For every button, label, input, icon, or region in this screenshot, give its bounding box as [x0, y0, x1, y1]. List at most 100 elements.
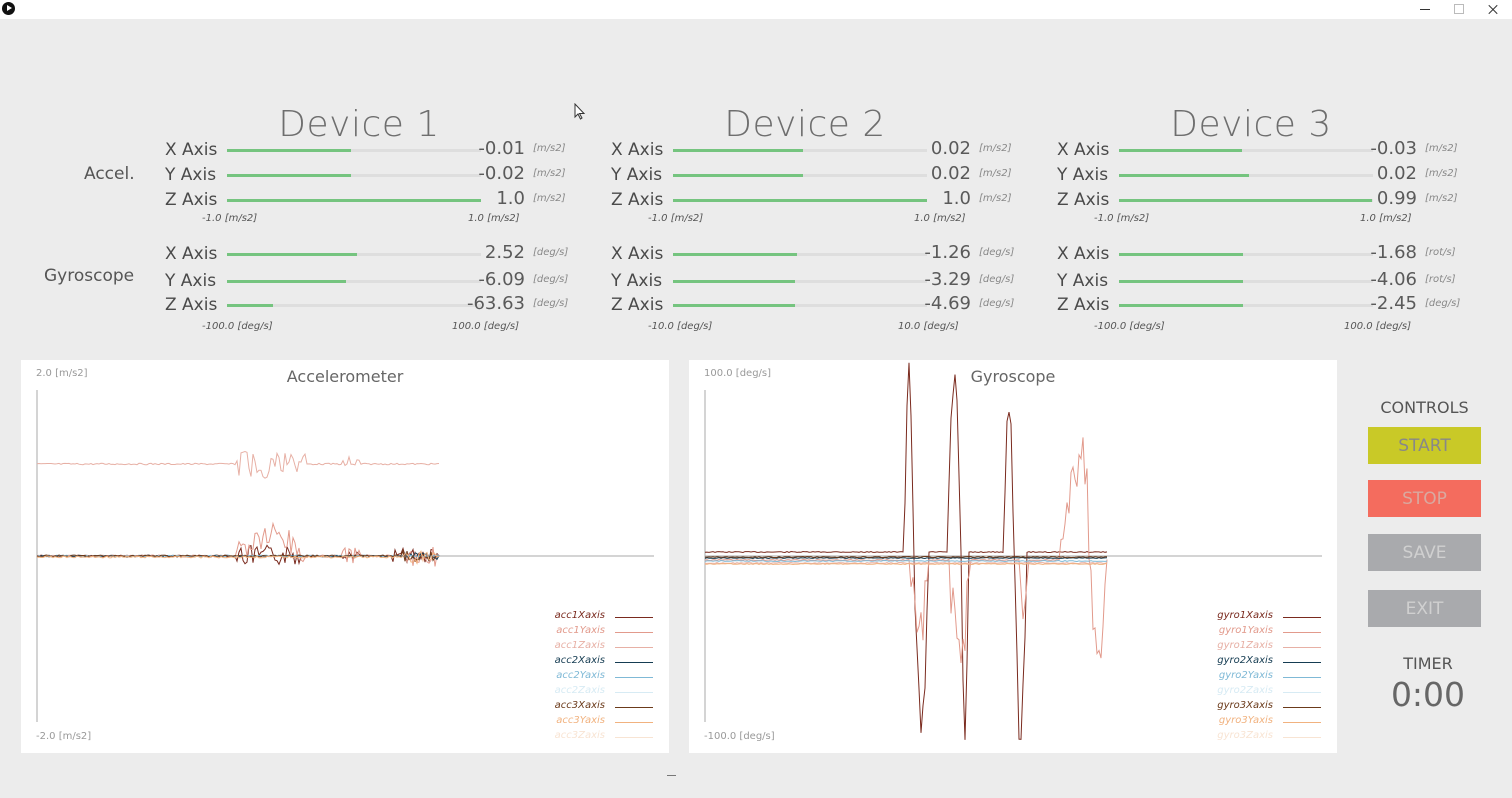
legend-label: acc2Xaxis [554, 655, 605, 666]
legend-swatch [1283, 662, 1321, 663]
legend-swatch [1283, 677, 1321, 678]
gyro-row: X Axis -1.68 [rot/s] [1057, 242, 1503, 266]
legend-swatch [1283, 617, 1321, 618]
legend-label: acc2Zaxis [554, 685, 605, 696]
series-line [36, 544, 440, 566]
legend-label: gyro2Xaxis [1217, 655, 1273, 666]
legend-label: gyro3Xaxis [1217, 700, 1273, 711]
sensor-value: 1.0 [496, 188, 525, 209]
range-min-label: -1.0 [m/s2] [202, 213, 258, 224]
chart-legend: acc1Xaxis acc1Yaxis acc1Zaxis acc2Xaxis acc2… [551, 610, 661, 745]
save-button[interactable]: SAVE [1368, 534, 1481, 571]
level-bar [1119, 304, 1373, 307]
axis-label: X Axis [165, 244, 218, 264]
level-bar [1119, 253, 1373, 256]
axis-label: Z Axis [1057, 295, 1110, 315]
axis-label: Y Axis [1057, 271, 1109, 291]
legend-label: gyro2Zaxis [1217, 685, 1273, 696]
level-bar [227, 253, 481, 256]
sensor-value: -0.02 [478, 163, 525, 184]
axis-label: X Axis [1057, 244, 1110, 264]
legend-label: gyro2Yaxis [1218, 670, 1273, 681]
axis-label: Y Axis [611, 165, 663, 185]
accel-row: Y Axis -0.02 [m/s2] [165, 163, 611, 187]
level-bar-fill [1119, 253, 1244, 256]
stop-button[interactable]: STOP [1368, 480, 1481, 517]
legend-swatch [1283, 737, 1321, 738]
level-bar-fill [227, 280, 347, 283]
level-bar-fill [1119, 304, 1244, 307]
level-bar [1119, 280, 1373, 283]
axis-label: Y Axis [165, 165, 217, 185]
sensor-unit: [m/s2] [533, 193, 566, 204]
sensor-value: -0.03 [1370, 138, 1417, 159]
sensor-unit: [rot/s] [1425, 274, 1456, 285]
legend-swatch [615, 647, 653, 648]
level-bar-fill [673, 253, 798, 256]
axis-label: Z Axis [1057, 190, 1110, 210]
accel-section-label: Accel. [84, 164, 135, 184]
minimize-button[interactable] [1408, 0, 1442, 19]
close-button[interactable] [1476, 0, 1510, 19]
gyroscope-chart: Gyroscope 100.0 [deg/s] -100.0 [deg/s] g… [689, 360, 1337, 753]
exit-button[interactable]: EXIT [1368, 590, 1481, 627]
level-bar [673, 174, 927, 177]
accel-row: Y Axis 0.02 [m/s2] [1057, 163, 1503, 187]
start-button[interactable]: START [1368, 427, 1481, 464]
range-min-label: -100.0 [deg/s] [1094, 321, 1165, 332]
legend-item: gyro3Yaxis [1219, 715, 1329, 730]
legend-item: gyro3Zaxis [1217, 730, 1329, 745]
axis-label: Y Axis [611, 271, 663, 291]
legend-item: acc3Yaxis [551, 715, 661, 730]
level-bar [673, 149, 927, 152]
legend-swatch [1283, 707, 1321, 708]
title-bar [0, 0, 1512, 19]
timer-value: 0:00 [1390, 675, 1466, 714]
sensor-value: -1.26 [924, 242, 971, 263]
legend-swatch [1283, 722, 1321, 723]
sensor-unit: [m/s2] [1425, 193, 1458, 204]
level-bar [673, 304, 927, 307]
legend-label: acc3Xaxis [554, 700, 605, 711]
device-title: Device 3 [1170, 104, 1332, 145]
legend-item: acc1Xaxis [551, 610, 661, 625]
legend-item: gyro2Zaxis [1217, 685, 1329, 700]
series-line [36, 549, 440, 562]
gyro-row: Z Axis -63.63 [deg/s] [165, 293, 611, 317]
legend-label: gyro3Zaxis [1217, 730, 1273, 741]
axis-label: X Axis [165, 140, 218, 160]
level-bar-fill [227, 174, 352, 177]
range-min-label: -10.0 [deg/s] [648, 321, 713, 332]
level-bar [1119, 149, 1373, 152]
accel-row: X Axis -0.03 [m/s2] [1057, 138, 1503, 162]
series-line [36, 450, 440, 479]
series-line [705, 555, 1107, 559]
sensor-unit: [rot/s] [1425, 247, 1456, 258]
legend-item: acc1Zaxis [551, 640, 661, 655]
sensor-value: 0.02 [930, 163, 971, 184]
level-bar-fill [227, 199, 481, 202]
legend-item: acc3Xaxis [551, 700, 661, 715]
legend-swatch [615, 617, 653, 618]
level-bar-fill [673, 174, 803, 177]
legend-item: gyro1Yaxis [1219, 625, 1329, 640]
gyro-row: Z Axis -4.69 [deg/s] [611, 293, 1057, 317]
range-max-label: 10.0 [deg/s] [898, 321, 959, 332]
legend-item: gyro1Zaxis [1217, 640, 1329, 655]
level-bar [1119, 199, 1373, 202]
axis-label: Z Axis [611, 190, 664, 210]
level-bar-fill [1119, 174, 1249, 177]
level-bar-fill [227, 253, 357, 256]
accel-row: Y Axis 0.02 [m/s2] [611, 163, 1057, 187]
sensor-unit: [deg/s] [533, 298, 569, 309]
series-line [36, 521, 440, 567]
sensor-value: 0.02 [1376, 163, 1417, 184]
level-bar-fill [1119, 280, 1244, 283]
maximize-button[interactable] [1442, 0, 1476, 19]
sensor-unit: [m/s2] [533, 143, 566, 154]
axis-label: X Axis [611, 140, 664, 160]
gyro-row: X Axis -1.26 [deg/s] [611, 242, 1057, 266]
legend-label: acc2Yaxis [556, 670, 605, 681]
sensor-unit: [m/s2] [979, 143, 1012, 154]
level-bar [227, 174, 481, 177]
